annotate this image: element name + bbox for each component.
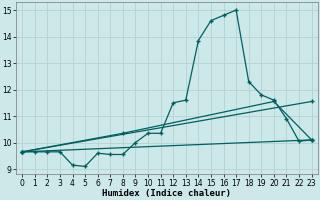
X-axis label: Humidex (Indice chaleur): Humidex (Indice chaleur) [102, 189, 231, 198]
